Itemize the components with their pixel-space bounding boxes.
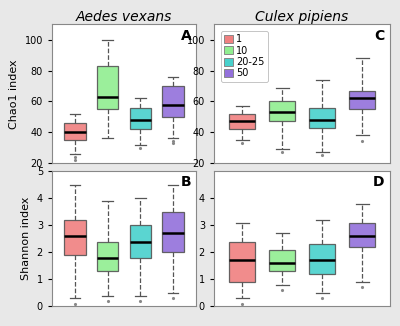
- PathPatch shape: [309, 244, 335, 274]
- Legend: 1, 10, 20-25, 50: 1, 10, 20-25, 50: [221, 31, 268, 82]
- Text: Aedes vexans: Aedes vexans: [76, 10, 172, 24]
- PathPatch shape: [64, 123, 86, 140]
- Y-axis label: Shannon index: Shannon index: [21, 197, 31, 280]
- PathPatch shape: [97, 242, 118, 271]
- Y-axis label: Chao1 index: Chao1 index: [9, 59, 19, 128]
- Text: C: C: [374, 29, 385, 43]
- Text: Culex pipiens: Culex pipiens: [255, 10, 349, 24]
- PathPatch shape: [130, 108, 151, 129]
- PathPatch shape: [269, 101, 295, 121]
- PathPatch shape: [349, 223, 375, 247]
- PathPatch shape: [229, 114, 255, 129]
- PathPatch shape: [229, 242, 255, 282]
- Text: A: A: [181, 29, 192, 43]
- PathPatch shape: [162, 86, 184, 117]
- Text: B: B: [181, 175, 192, 189]
- PathPatch shape: [97, 66, 118, 109]
- PathPatch shape: [64, 220, 86, 255]
- PathPatch shape: [269, 250, 295, 271]
- PathPatch shape: [309, 108, 335, 127]
- PathPatch shape: [162, 212, 184, 252]
- PathPatch shape: [130, 225, 151, 258]
- PathPatch shape: [349, 91, 375, 109]
- Text: D: D: [373, 175, 385, 189]
